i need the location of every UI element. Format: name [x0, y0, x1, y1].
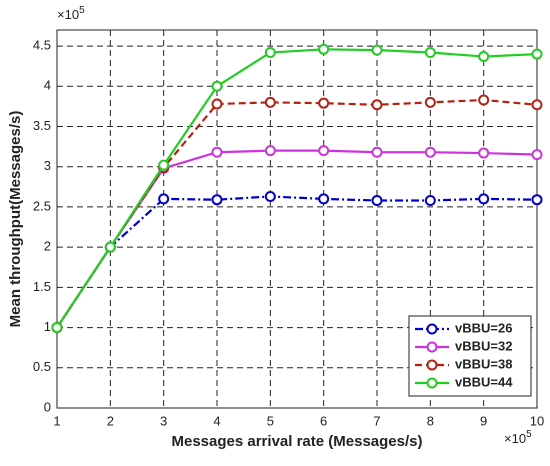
x-tick-label: 2 [107, 413, 114, 428]
data-point [478, 193, 490, 205]
data-point [211, 194, 223, 206]
y-tick-label: 2 [44, 239, 51, 254]
data-point [424, 47, 436, 59]
legend-label: vBBU=38 [455, 356, 512, 371]
data-point [371, 44, 383, 56]
x-tick-label: 4 [213, 413, 220, 428]
data-point [371, 195, 383, 207]
x-exponent-base: ×10 [504, 431, 526, 446]
y-axis-label: Mean throughput(Messages/s) [7, 111, 24, 328]
data-point [264, 145, 276, 157]
x-tick-label: 8 [427, 413, 434, 428]
y-exponent-power: 5 [79, 5, 85, 16]
y-tick-label: 0.5 [33, 359, 51, 374]
data-point [104, 241, 116, 253]
y-tick-label: 1 [44, 319, 51, 334]
x-tick-label: 5 [267, 413, 274, 428]
data-point [424, 195, 436, 207]
data-point [478, 94, 490, 106]
data-point [531, 149, 543, 161]
x-tick-label: 6 [320, 413, 327, 428]
data-point [531, 194, 543, 206]
data-point [264, 47, 276, 59]
data-point [424, 96, 436, 108]
series-line [56, 195, 538, 329]
data-point [264, 96, 276, 108]
data-point [424, 146, 436, 158]
y-tick-label: 2.5 [33, 198, 51, 213]
x-tick-label: 9 [480, 413, 487, 428]
data-point [158, 159, 170, 171]
x-tick-label: 7 [373, 413, 380, 428]
data-point [264, 190, 276, 202]
data-point [318, 193, 330, 205]
y-tick-label: 1.5 [33, 279, 51, 294]
data-point [211, 98, 223, 110]
data-point [478, 147, 490, 159]
legend-marker [426, 359, 438, 371]
plot-frame [56, 29, 538, 409]
x-exponent-power: 5 [526, 429, 532, 440]
y-exponent-base: ×10 [57, 7, 79, 22]
legend-label: vBBU=32 [455, 338, 512, 353]
legend-marker [426, 341, 438, 353]
y-tick-label: 3 [44, 158, 51, 173]
data-point [531, 99, 543, 111]
y-tick-label: 0 [44, 399, 51, 414]
legend-marker [426, 377, 438, 389]
legend-label: vBBU=44 [455, 374, 513, 389]
data-point [158, 193, 170, 205]
x-exponent: ×105 [504, 429, 532, 447]
legend-marker [426, 323, 438, 335]
data-point [211, 80, 223, 92]
data-point [371, 146, 383, 158]
x-tick-label: 3 [160, 413, 167, 428]
series-line [56, 48, 538, 329]
x-tick-label: 10 [530, 413, 544, 428]
data-point [51, 322, 63, 334]
data-point [478, 51, 490, 63]
y-tick-label: 3.5 [33, 118, 51, 133]
data-point [318, 43, 330, 55]
legend-label: vBBU=26 [455, 320, 512, 335]
y-tick-label: 4.5 [33, 38, 51, 53]
data-point [211, 146, 223, 158]
data-point [318, 97, 330, 109]
data-point [371, 99, 383, 111]
x-tick-label: 1 [53, 413, 60, 428]
data-point [318, 145, 330, 157]
y-tick-label: 4 [44, 78, 51, 93]
data-point [531, 48, 543, 60]
y-exponent: ×105 [57, 5, 85, 23]
x-axis-label: Messages arrival rate (Messages/s) [172, 433, 423, 450]
